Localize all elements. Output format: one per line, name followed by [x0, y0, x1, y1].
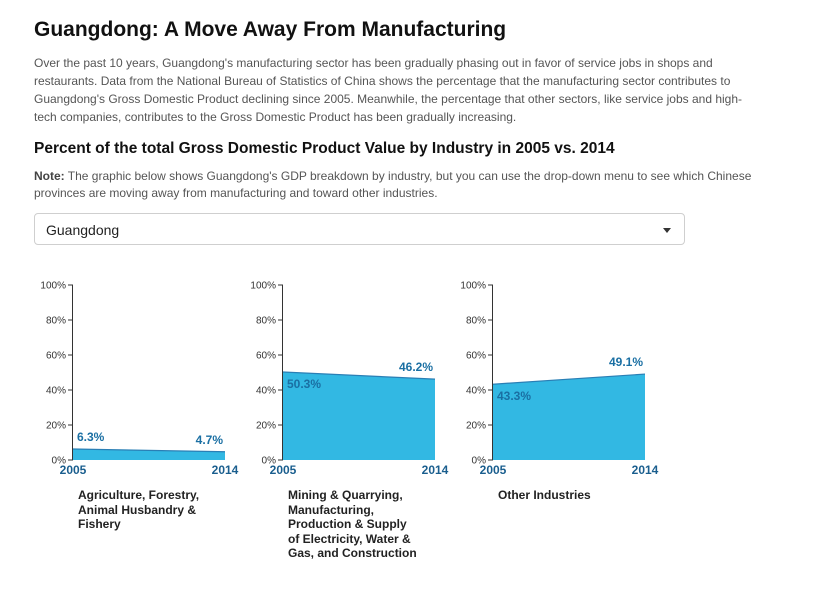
province-select[interactable]: Guangdong [34, 213, 685, 245]
area-fill [283, 371, 435, 460]
y-tick-label: 60% [466, 351, 486, 362]
data-label: 46.2% [399, 360, 433, 374]
y-axis: 0% 20% 40% 60% 80% 100% [250, 281, 283, 467]
y-axis: 0% 20% 40% 60% 80% 100% [460, 281, 493, 467]
y-tick-label: 80% [46, 316, 66, 327]
y-tick-label: 20% [256, 421, 276, 432]
intro-paragraph: Over the past 10 years, Guangdong's manu… [34, 56, 743, 124]
industry-label: Mining & Quarrying, Manufacturing, Product… [288, 488, 417, 561]
area-fill [73, 448, 225, 460]
data-label: 43.3% [497, 389, 531, 403]
y-tick-label: 100% [250, 281, 276, 292]
chart-2: 0% 20% 40% 60% 80% 100% 2005 2014 50.3% 46.2% [250, 281, 448, 478]
x-tick-label: 2014 [632, 463, 659, 477]
chart-3: 0% 20% 40% 60% 80% 100% 2005 2014 43.3% 49.1% [460, 281, 658, 478]
y-tick-label: 20% [46, 421, 66, 432]
note-label: Note: [34, 169, 65, 183]
x-tick-label: 2005 [480, 463, 507, 477]
y-tick-label: 40% [256, 386, 276, 397]
data-label: 50.3% [287, 377, 321, 391]
y-tick-label: 0% [262, 456, 277, 467]
y-tick-label: 20% [466, 421, 486, 432]
industry-label-line: Fishery [78, 517, 121, 531]
y-tick-label: 60% [46, 351, 66, 362]
industry-label-line: of Electricity, Water & [288, 531, 411, 546]
industry-label-line: Gas, and Construction [288, 546, 417, 560]
y-tick-label: 60% [256, 351, 276, 362]
y-tick-label: 100% [460, 281, 486, 292]
industry-label-line: Animal Husbandry & [78, 502, 197, 517]
series-line [72, 448, 226, 453]
small-multiples-charts: 0% 20% 40% 60% 80% 100% 2005 2014 6.3% 4.7% 0% 20% 4… [40, 281, 658, 478]
province-select-value: Guangdong [46, 222, 120, 238]
industry-label-line: Manufacturing, [288, 502, 374, 517]
x-tick-label: 2005 [270, 463, 297, 477]
data-label: 6.3% [77, 430, 105, 444]
y-axis: 0% 20% 40% 60% 80% 100% [40, 281, 73, 467]
y-tick-label: 40% [466, 386, 486, 397]
x-tick-label: 2014 [212, 463, 239, 477]
y-tick-label: 80% [256, 316, 276, 327]
industry-label-line: Production & Supply [288, 517, 407, 531]
y-tick-label: 100% [40, 281, 66, 292]
y-tick-label: 80% [466, 316, 486, 327]
note-paragraph: Note: The graphic below shows Guangdong'… [34, 168, 774, 202]
data-label: 4.7% [196, 433, 224, 447]
page-title: Guangdong: A Move Away From Manufacturin… [34, 18, 507, 41]
data-label: 49.1% [609, 355, 643, 369]
industry-label: Other Industries [498, 488, 591, 503]
series-line [492, 373, 646, 385]
industry-label: Agriculture, Forestry, Animal Husbandry &… [78, 488, 199, 532]
industry-label-line: Other Industries [498, 488, 591, 502]
chevron-down-icon [663, 228, 671, 233]
area-fill [493, 374, 645, 460]
series-line [282, 371, 436, 380]
industry-label-line: Mining & Quarrying, [288, 488, 403, 502]
x-tick-label: 2014 [422, 463, 449, 477]
x-tick-label: 2005 [60, 463, 87, 477]
y-tick-label: 0% [52, 456, 67, 467]
y-tick-label: 40% [46, 386, 66, 397]
industry-label-line: Agriculture, Forestry, [78, 488, 200, 502]
y-tick-label: 0% [472, 456, 487, 467]
chart-1: 0% 20% 40% 60% 80% 100% 2005 2014 6.3% 4.7% [40, 281, 238, 478]
chart-section-title: Percent of the total Gross Domestic Prod… [34, 140, 615, 157]
note-text: The graphic below shows Guangdong's GDP … [34, 169, 752, 200]
